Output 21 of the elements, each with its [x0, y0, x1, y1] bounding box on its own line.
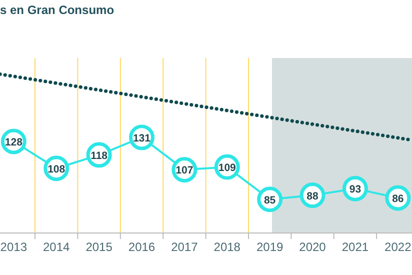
x-tick-label: 2020 — [299, 240, 326, 254]
data-label: 93 — [349, 184, 362, 196]
data-label: 108 — [48, 163, 66, 176]
x-tick-label: 2013 — [0, 240, 28, 254]
data-label: 131 — [132, 132, 151, 144]
x-tick-label: 2017 — [171, 240, 198, 254]
data-label: 118 — [90, 150, 108, 162]
data-label: 128 — [4, 136, 23, 148]
data-label: 109 — [218, 162, 236, 174]
x-tick-label: 2022 — [384, 240, 412, 254]
x-tick-label: 2014 — [43, 240, 70, 254]
chart-title: s en Gran Consumo — [0, 3, 114, 17]
data-label: 86 — [392, 193, 404, 205]
x-tick-label: 2015 — [86, 240, 113, 254]
data-label: 85 — [264, 194, 276, 206]
x-tick-label: 2016 — [128, 240, 156, 254]
x-tick-label: 2018 — [214, 240, 241, 254]
x-tick-label: 2019 — [256, 240, 284, 254]
x-tick-label: 2021 — [342, 240, 369, 254]
data-label: 107 — [176, 164, 194, 177]
data-label: 88 — [306, 190, 319, 202]
